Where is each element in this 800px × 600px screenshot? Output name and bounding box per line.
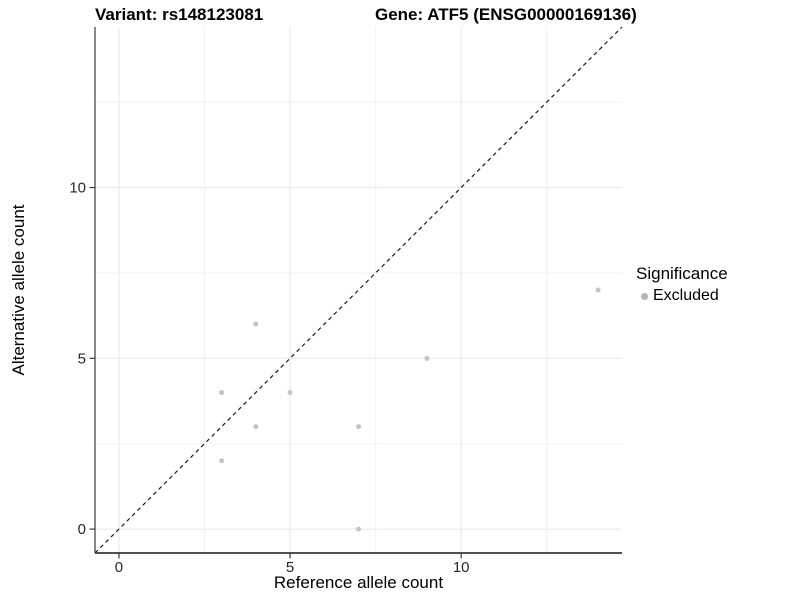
- legend: Significance Excluded: [636, 264, 728, 305]
- x-tick-label: 5: [286, 559, 294, 576]
- x-tick-label: 10: [453, 559, 470, 576]
- data-point: [356, 526, 361, 532]
- x-tick-label: 0: [115, 559, 123, 576]
- legend-point-marker-icon: [641, 292, 648, 300]
- data-point: [424, 355, 430, 361]
- y-tick-label: 10: [69, 180, 86, 197]
- y-tick-label: 0: [78, 521, 86, 538]
- legend-item-label: Excluded: [653, 287, 719, 304]
- y-axis-title: Alternative allele count: [9, 204, 28, 376]
- data-point: [219, 389, 225, 395]
- data-point: [287, 389, 293, 395]
- x-axis-title: Reference allele count: [273, 573, 444, 592]
- data-point: [253, 321, 259, 327]
- legend-title: Significance: [636, 264, 728, 283]
- y-tick-label: 5: [78, 350, 86, 367]
- data-point: [253, 424, 259, 430]
- identity-reference-line: [94, 26, 623, 554]
- gene-title: Gene: ATF5 (ENSG00000169136): [375, 5, 637, 24]
- data-point: [356, 424, 361, 430]
- legend-item-excluded: Excluded: [636, 287, 728, 305]
- data-point: [595, 287, 601, 293]
- data-point: [219, 458, 225, 464]
- variant-title: Variant: rs148123081: [95, 5, 264, 24]
